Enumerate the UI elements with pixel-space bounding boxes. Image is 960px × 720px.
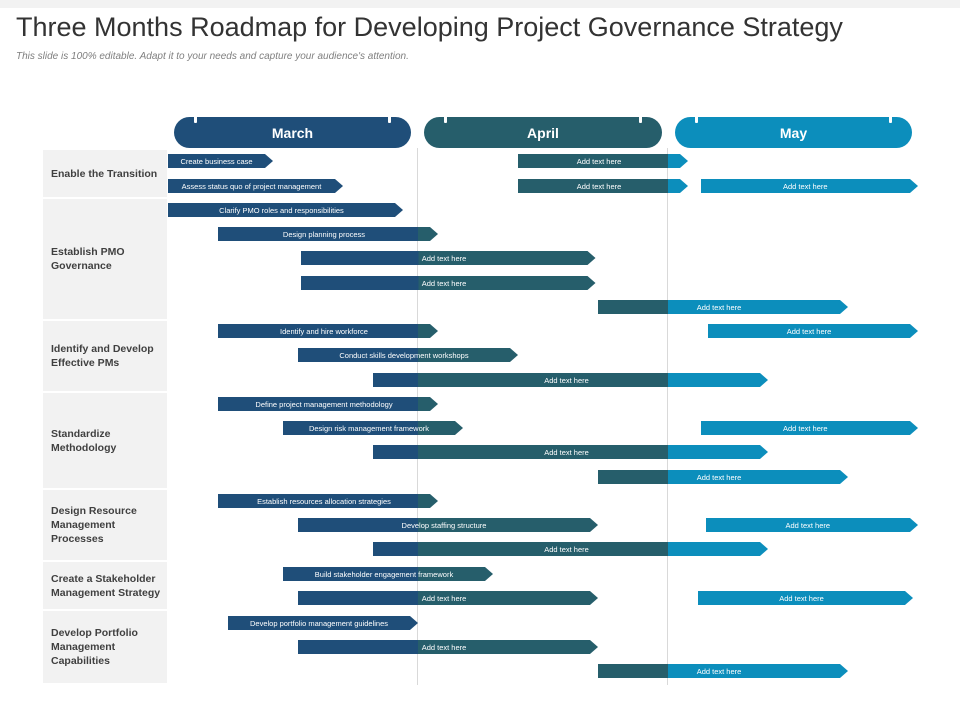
task-label: Add text here [544,375,589,385]
task-label: Add text here [576,181,622,191]
page-title: Three Months Roadmap for Developing Proj… [16,12,843,42]
task-label: Add text here [421,642,467,652]
task-label: Add text here [782,423,828,433]
task-label: Add text here [421,253,467,263]
task-label: Add text here [696,472,742,482]
task-bar: Add text here [298,591,598,605]
task-bar: Develop staffing structure [298,518,598,532]
task-bar: Identify and hire workforce [218,324,438,338]
category-label: Identify and Develop Effective PMs [51,343,154,369]
month-divider [417,148,418,685]
category-resource-management: Design Resource Management Processes [43,490,167,560]
task-bar: Add text here [518,179,688,193]
task-label: Add text here [576,156,622,166]
category-portfolio: Develop Portfolio Management Capabilitie… [43,611,167,683]
task-bar: Add text here [701,179,919,193]
task-bar: Add text here [301,251,596,265]
task-bar: Add text here [298,640,598,654]
month-label: May [779,124,808,141]
category-label: Design Resource Management Processes [51,505,137,545]
month-april: April [424,115,662,148]
task-label: Add text here [779,593,824,603]
task-label: Define project management methodology [255,399,393,409]
task-label: Add text here [782,181,828,191]
task-bar: Add text here [708,324,918,338]
task-bar: Design risk management framework [283,421,463,435]
category-label: Standardize Methodology [51,427,117,454]
task-label: Add text here [696,302,742,312]
task-bar: Add text here [301,276,596,290]
task-label: Identify and hire workforce [280,326,368,336]
category-establish-pmo: Establish PMO Governance [43,199,167,319]
task-bar: Create business case [168,154,273,168]
task-bar: Clarify PMO roles and responsibilities [168,203,403,217]
category-enable-transition: Enable the Transition [43,150,167,197]
category-standardize: Standardize Methodology [43,393,167,488]
task-bar: Add text here [598,300,848,314]
task-bar: Design planning process [218,227,438,241]
task-label: Create business case [180,156,253,166]
pin-icon [194,115,197,123]
task-bar: Add text here [373,445,768,459]
month-divider [667,148,668,685]
task-bar: Define project management methodology [218,397,438,411]
category-label: Develop Portfolio Management Capabilitie… [51,627,138,667]
task-label: Add text here [544,544,589,554]
task-label: Assess status quo of project management [181,181,322,191]
task-label: Add text here [544,447,589,457]
task-label: Develop staffing structure [401,520,487,530]
task-label: Develop portfolio management guidelines [249,618,388,628]
task-label: Conduct skills development workshops [339,350,469,360]
task-label: Build stakeholder engagement framework [314,569,454,579]
task-bar: Add text here [698,591,913,605]
task-bar: Add text here [373,542,768,556]
task-bar: Add text here [518,154,688,168]
task-label: Add text here [786,326,832,336]
task-bar: Establish resources allocation strategie… [218,494,438,508]
task-bar: Assess status quo of project management [168,179,343,193]
task-label: Design planning process [282,229,366,239]
task-label: Design risk management framework [308,423,430,433]
month-label: March [271,124,314,141]
pin-icon [444,115,447,123]
task-bar: Conduct skills development workshops [298,348,518,362]
task-bar: Add text here [706,518,919,532]
task-bar: Add text here [598,470,848,484]
task-bar: Develop portfolio management guidelines [228,616,418,630]
top-strip [0,0,960,8]
month-may: May [675,115,912,148]
category-label: Enable the Transition [51,167,158,180]
task-label: Clarify PMO roles and responsibilities [219,205,344,215]
month-label: April [527,124,559,141]
task-bar: Build stakeholder engagement framework [283,567,493,581]
task-bar: Add text here [701,421,919,435]
task-bar: Add text here [373,373,768,387]
task-label: Add text here [696,666,742,676]
task-label: Add text here [421,593,467,603]
category-label: Create a Stakeholder Management Strategy [51,572,161,599]
pin-icon [388,115,391,123]
category-label: Establish PMO Governance [51,246,125,272]
task-label: Add text here [785,520,831,530]
page-subtitle: This slide is 100% editable. Adapt it to… [16,51,409,62]
pin-icon [639,115,642,123]
month-march: March [174,115,411,148]
category-identify-pms: Identify and Develop Effective PMs [43,321,167,391]
task-label: Add text here [421,278,467,288]
pin-icon [889,115,892,123]
pin-icon [695,115,698,123]
category-stakeholder: Create a Stakeholder Management Strategy [43,562,167,609]
task-bar: Add text here [598,664,848,678]
task-label: Establish resources allocation strategie… [257,496,391,506]
